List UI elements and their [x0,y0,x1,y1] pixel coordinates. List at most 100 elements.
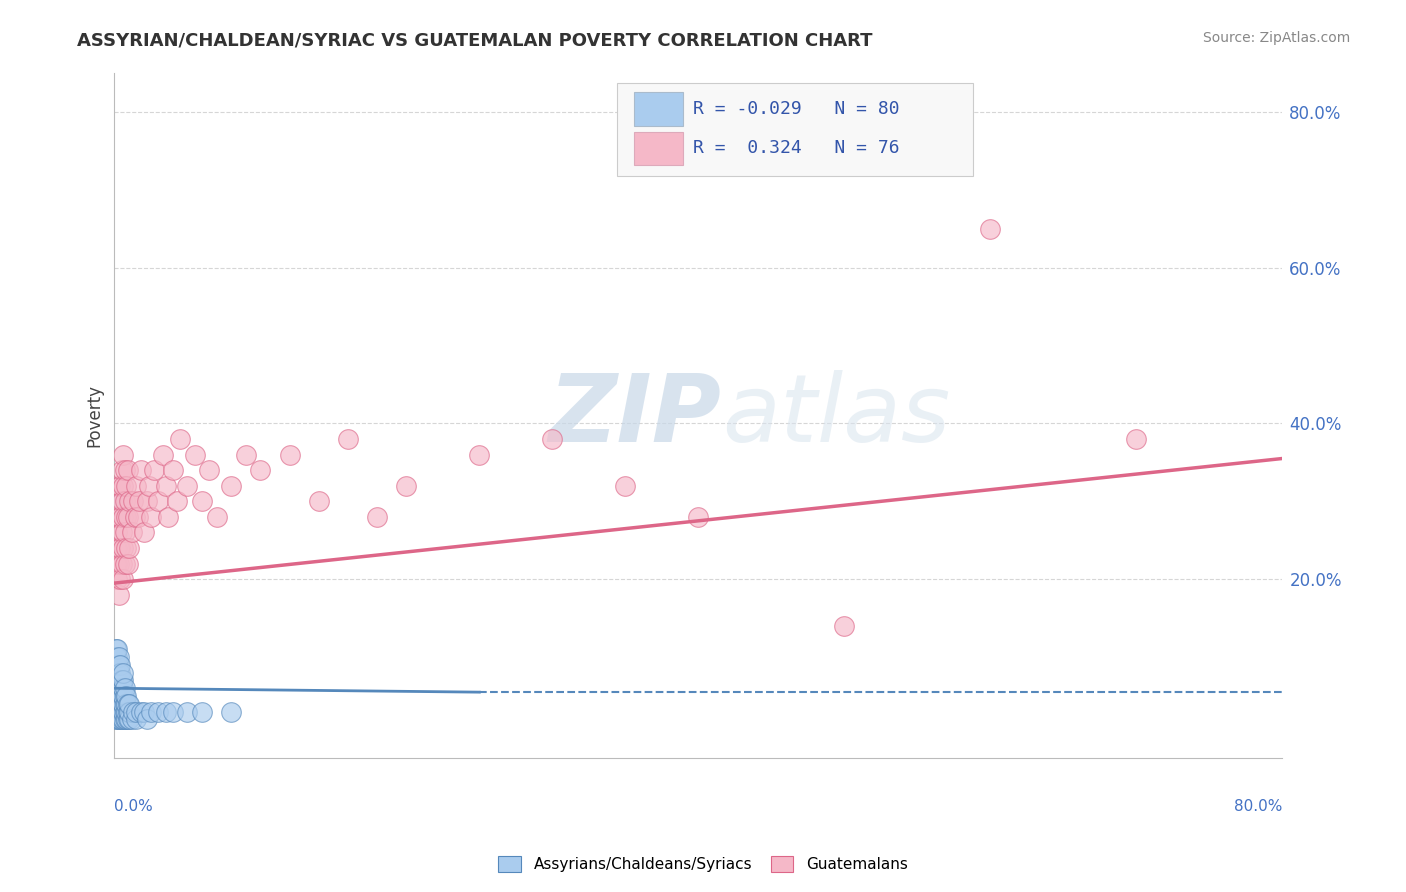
Point [183,448,205,462]
Point [114,689,136,703]
Point [117,509,139,524]
Point [148,705,170,719]
Point [111,713,134,727]
Point [104,541,127,555]
Point [166,494,188,508]
Point [169,432,191,446]
Point [114,463,136,477]
Point [124,509,146,524]
Point [110,713,132,727]
Point [148,494,170,508]
Point [110,681,132,696]
Point [110,673,132,688]
Point [138,479,160,493]
Point [125,713,148,727]
Point [107,657,129,672]
Point [152,448,174,462]
Point [114,697,136,711]
Point [110,689,132,703]
Legend: Assyrians/Chaldeans/Syriacs, Guatemalans: Assyrians/Chaldeans/Syriacs, Guatemalans [491,848,915,880]
Point [105,673,128,688]
Point [114,557,136,571]
Point [468,448,491,462]
Point [111,705,134,719]
Y-axis label: Poverty: Poverty [86,384,103,447]
Point [115,689,138,703]
Point [122,494,145,508]
Point [249,463,271,477]
Point [125,479,148,493]
Point [142,463,165,477]
Point [122,705,145,719]
Point [132,705,155,719]
Point [118,494,141,508]
Point [117,463,139,477]
Point [115,697,138,711]
Point [104,689,127,703]
Point [114,705,136,719]
Point [112,673,135,688]
Point [112,681,135,696]
Point [105,509,128,524]
Point [308,494,330,508]
Point [105,681,128,696]
Text: 0.0%: 0.0% [114,799,153,814]
Point [112,697,135,711]
Point [114,525,136,540]
Point [107,665,129,680]
Point [105,665,128,680]
Point [107,697,129,711]
Point [205,509,228,524]
Point [135,494,157,508]
Point [688,509,710,524]
Point [111,494,134,508]
Point [162,463,184,477]
Point [105,494,128,508]
Point [104,673,127,688]
Point [118,705,141,719]
Point [104,642,127,657]
Point [107,673,129,688]
Point [115,509,138,524]
Point [105,642,128,657]
Point [107,681,129,696]
Point [114,681,136,696]
Point [132,525,155,540]
Point [129,705,152,719]
Point [112,479,135,493]
Text: ZIP: ZIP [548,369,721,462]
Point [114,713,136,727]
Point [176,479,198,493]
Point [121,525,143,540]
Point [111,681,134,696]
Point [110,697,132,711]
FancyBboxPatch shape [634,92,683,126]
Point [198,463,221,477]
Point [112,705,135,719]
Point [139,509,162,524]
Point [104,665,127,680]
Point [110,665,132,680]
Point [104,650,127,665]
Point [111,689,134,703]
Point [979,221,1001,235]
Point [110,479,132,493]
Point [541,432,564,446]
Point [191,705,214,719]
Point [111,673,134,688]
Point [114,494,136,508]
Point [111,557,134,571]
Point [105,525,128,540]
Point [110,657,132,672]
Point [155,705,177,719]
Point [191,494,214,508]
Point [115,713,138,727]
Point [139,705,162,719]
Point [115,705,138,719]
Point [107,541,129,555]
Point [112,713,135,727]
Point [118,697,141,711]
Point [117,713,139,727]
Point [112,509,135,524]
Point [135,713,157,727]
